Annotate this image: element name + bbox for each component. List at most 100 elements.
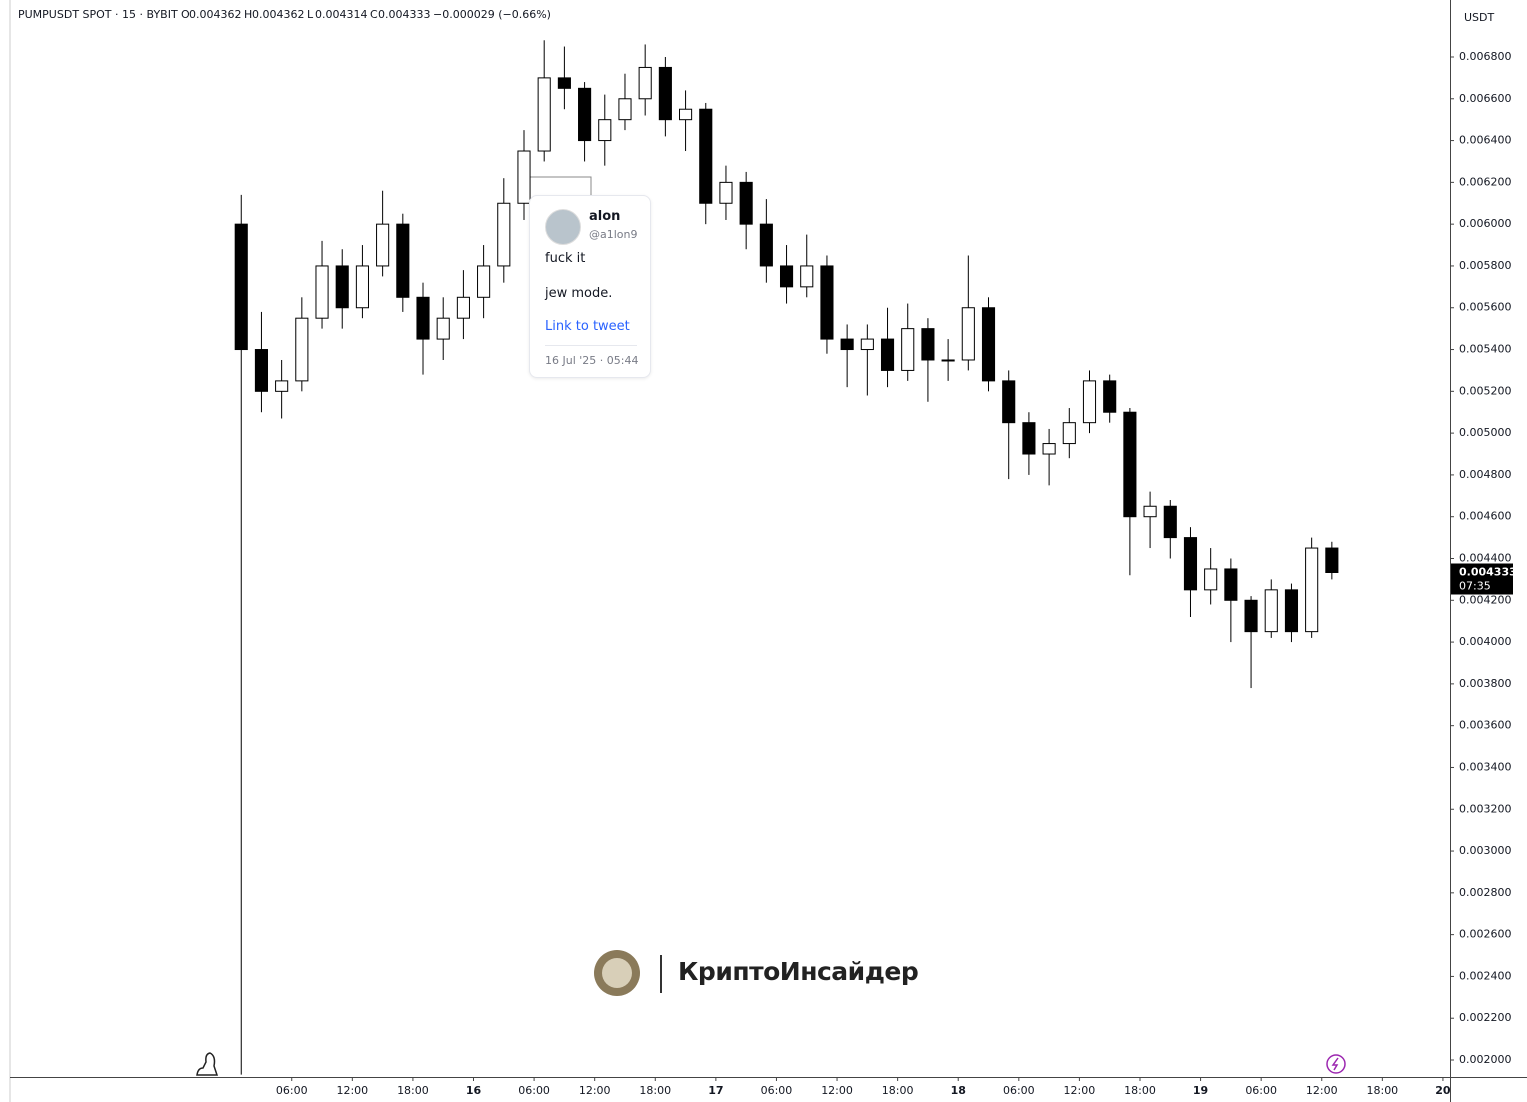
- x-tick-label: 18:00: [882, 1084, 914, 1097]
- y-tick-label: 0.005200: [1459, 384, 1512, 397]
- candle-body: [820, 265, 834, 340]
- candle-body: [234, 223, 248, 351]
- x-tick-label: 18: [951, 1084, 966, 1097]
- candle-body: [497, 202, 511, 267]
- candle-body: [1062, 422, 1076, 445]
- y-tick-label: 0.005000: [1459, 426, 1512, 439]
- candle-body: [1284, 589, 1299, 633]
- candle-body: [1143, 505, 1157, 518]
- candle-body: [800, 265, 814, 288]
- candle-body: [557, 77, 571, 89]
- tweet-date: 16 Jul '25 · 05:44: [545, 354, 639, 367]
- tweet-name: alon: [589, 209, 621, 224]
- axis-unit: USDT: [1464, 11, 1495, 24]
- ohlc-value: 0.004314: [315, 8, 368, 21]
- candle-body: [355, 265, 369, 309]
- y-tick-label: 0.002600: [1459, 928, 1512, 941]
- candle-body: [376, 223, 390, 267]
- y-tick-label: 0.004200: [1459, 593, 1512, 606]
- candle-body: [1204, 568, 1218, 591]
- ohlc-value: 0.004333: [378, 8, 431, 21]
- y-tick-label: 0.003600: [1459, 719, 1512, 732]
- tweet-handle: @a1lon9: [589, 228, 638, 241]
- symbol: PUMPUSDT SPOT · 15 · BYBIT: [18, 8, 178, 21]
- candle-body: [537, 77, 551, 152]
- candle-body: [901, 328, 915, 371]
- x-tick-label: 06:00: [1003, 1084, 1035, 1097]
- x-tick-label: 18:00: [397, 1084, 429, 1097]
- ohlc-value: 0.004362: [252, 8, 305, 21]
- price-tag: [1451, 563, 1513, 595]
- y-tick-label: 0.002800: [1459, 886, 1512, 899]
- x-tick-label: 06:00: [761, 1084, 793, 1097]
- y-tick-label: 0.003800: [1459, 677, 1512, 690]
- candle-body: [679, 108, 693, 121]
- candle-body: [1022, 422, 1036, 455]
- y-tick-label: 0.006800: [1459, 50, 1512, 63]
- candle-body: [315, 265, 329, 319]
- tv-logo: [196, 1052, 219, 1076]
- candle-body: [295, 317, 309, 382]
- candle-body: [1163, 505, 1177, 539]
- tweet-card: alon @a1lon9 fuck it jew mode. Link to t…: [529, 195, 651, 378]
- candle-body: [456, 296, 470, 319]
- candle-body: [1244, 599, 1258, 633]
- ohlc-value: 0.004362: [189, 8, 242, 21]
- candle-body: [961, 307, 975, 361]
- candle-body: [1082, 380, 1097, 424]
- tweet-link[interactable]: Link to tweet: [545, 319, 630, 334]
- candle-body: [1002, 380, 1016, 424]
- y-tick-label: 0.003400: [1459, 760, 1512, 773]
- y-tick-label: 0.003200: [1459, 802, 1512, 815]
- watermark: КриптоИнсайдер: [678, 957, 919, 986]
- x-tick-label: 06:00: [276, 1084, 308, 1097]
- y-tick-label: 0.005400: [1459, 343, 1512, 356]
- x-tick-label: 12:00: [336, 1084, 368, 1097]
- ohlc-key: H: [244, 8, 252, 21]
- y-tick-label: 0.004800: [1459, 468, 1512, 481]
- candle-body: [1123, 411, 1137, 518]
- x-tick-label: 12:00: [1306, 1084, 1338, 1097]
- lightning-bolt: [1331, 1057, 1339, 1071]
- y-tick-label: 0.005600: [1459, 301, 1512, 314]
- candle-body: [921, 328, 935, 361]
- candle-body: [759, 223, 773, 267]
- candle-body: [517, 150, 531, 204]
- ohlc-key: C: [370, 8, 378, 21]
- candle-body: [981, 307, 996, 382]
- y-tick-label: 0.005800: [1459, 259, 1512, 272]
- candle-body: [254, 349, 269, 392]
- x-tick-label: 12:00: [1064, 1084, 1096, 1097]
- candle-body: [1103, 380, 1117, 413]
- x-tick-label: 18:00: [639, 1084, 671, 1097]
- candle-body: [1224, 568, 1238, 601]
- x-tick-label: 20: [1435, 1084, 1451, 1097]
- candle-body: [860, 338, 874, 351]
- y-tick-label: 0.002000: [1459, 1053, 1512, 1066]
- x-tick-label: 06:00: [1245, 1084, 1277, 1097]
- candle-body: [840, 338, 854, 351]
- candle-body: [1325, 547, 1339, 573]
- candle-body: [719, 181, 733, 204]
- tweet-line: fuck it: [545, 251, 586, 266]
- candle-body: [1264, 589, 1278, 633]
- candle-body: [335, 265, 349, 309]
- watermark-avatar-face: [602, 958, 632, 988]
- x-tick-label: 18:00: [1366, 1084, 1398, 1097]
- ohlc-key: O: [181, 8, 190, 21]
- candle-body: [396, 223, 410, 298]
- y-tick-label: 0.006200: [1459, 175, 1512, 188]
- y-tick-label: 0.002200: [1459, 1011, 1512, 1024]
- y-tick-label: 0.006000: [1459, 217, 1512, 230]
- candle-body: [739, 181, 753, 225]
- x-tick-label: 06:00: [518, 1084, 550, 1097]
- x-tick-label: 18:00: [1124, 1084, 1156, 1097]
- countdown: 07:35: [1459, 579, 1491, 592]
- candle-body: [1042, 443, 1056, 455]
- candle-body: [880, 338, 895, 371]
- tweet-line: jew mode.: [545, 286, 613, 301]
- candle-body: [638, 66, 652, 100]
